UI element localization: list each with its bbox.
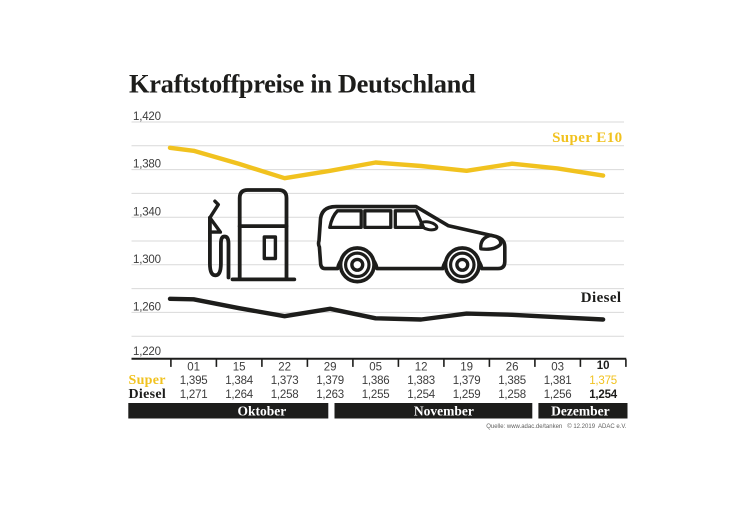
svg-text:1,373: 1,373 <box>271 375 299 387</box>
svg-text:1,383: 1,383 <box>407 375 435 387</box>
svg-text:12: 12 <box>415 361 428 373</box>
svg-text:1,385: 1,385 <box>498 375 526 387</box>
svg-text:19: 19 <box>460 361 473 373</box>
svg-text:Kraftstoffpreise in Deutschlan: Kraftstoffpreise in Deutschland <box>129 69 476 99</box>
svg-text:1,258: 1,258 <box>498 389 526 401</box>
svg-text:1,254: 1,254 <box>407 389 436 401</box>
svg-text:1,258: 1,258 <box>271 389 299 401</box>
svg-text:1,420: 1,420 <box>133 111 161 123</box>
svg-text:1,263: 1,263 <box>316 389 344 401</box>
svg-text:01: 01 <box>187 361 200 373</box>
svg-text:1,380: 1,380 <box>133 159 161 171</box>
svg-text:05: 05 <box>369 361 382 373</box>
svg-text:1,340: 1,340 <box>133 206 161 218</box>
svg-text:1,259: 1,259 <box>453 389 481 401</box>
svg-text:Diesel: Diesel <box>581 290 622 306</box>
svg-text:Super E10: Super E10 <box>552 130 622 146</box>
svg-text:15: 15 <box>233 361 246 373</box>
svg-text:1,384: 1,384 <box>225 375 254 387</box>
svg-text:1,379: 1,379 <box>316 375 344 387</box>
svg-text:1,386: 1,386 <box>362 375 390 387</box>
svg-text:1,379: 1,379 <box>453 375 481 387</box>
svg-text:Dezember: Dezember <box>551 404 609 419</box>
svg-text:1,256: 1,256 <box>544 389 572 401</box>
svg-text:22: 22 <box>278 361 291 373</box>
svg-text:10: 10 <box>597 360 610 372</box>
svg-text:November: November <box>414 404 474 419</box>
svg-text:1,260: 1,260 <box>133 302 161 314</box>
svg-text:29: 29 <box>324 361 337 373</box>
svg-text:1,381: 1,381 <box>544 375 572 387</box>
svg-text:1,254: 1,254 <box>589 389 618 401</box>
svg-text:1,220: 1,220 <box>133 346 161 358</box>
svg-text:1,271: 1,271 <box>180 389 208 401</box>
svg-text:Quelle: www.adac.de/tanken ©: Quelle: www.adac.de/tanken © 12.2019 ADA… <box>486 423 627 430</box>
svg-text:03: 03 <box>551 361 564 373</box>
svg-text:Diesel: Diesel <box>129 387 167 402</box>
svg-text:26: 26 <box>506 361 519 373</box>
svg-text:1,255: 1,255 <box>362 389 390 401</box>
svg-text:1,300: 1,300 <box>133 254 161 266</box>
svg-text:1,395: 1,395 <box>180 375 208 387</box>
svg-text:Oktober: Oktober <box>238 404 287 419</box>
svg-text:1,264: 1,264 <box>225 389 254 401</box>
svg-text:1,375: 1,375 <box>589 375 617 387</box>
svg-text:Super: Super <box>129 373 166 388</box>
